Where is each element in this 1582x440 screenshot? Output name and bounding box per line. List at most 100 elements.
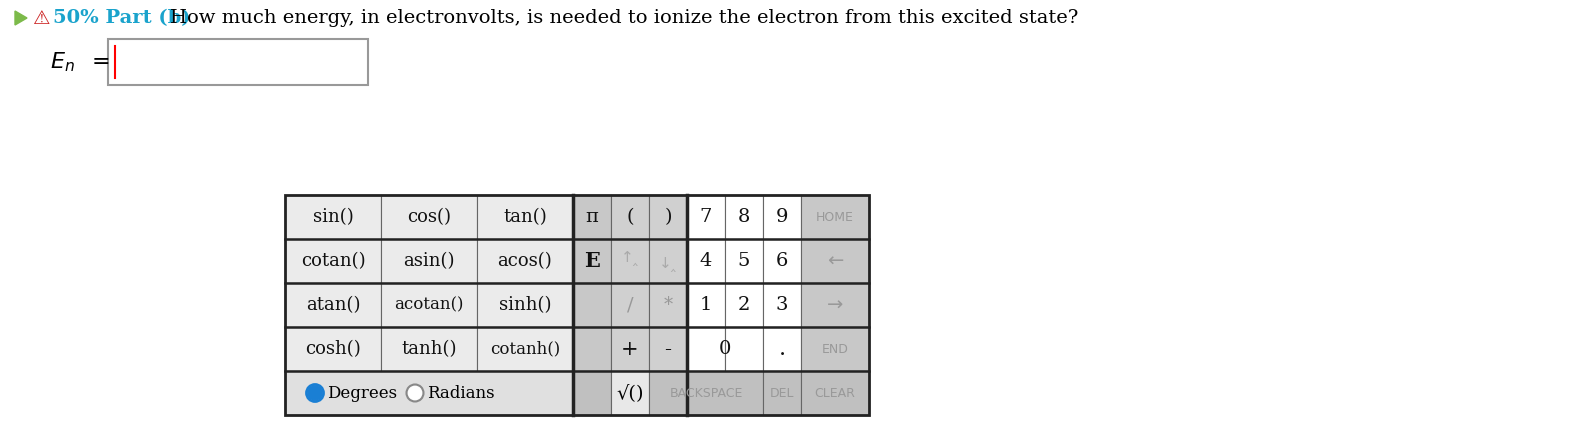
Text: tanh(): tanh() (402, 340, 457, 358)
Bar (725, 239, 763, 283)
Text: (: ( (626, 208, 634, 226)
Text: *: * (663, 296, 672, 314)
Bar (649, 371, 763, 415)
Text: cos(): cos() (407, 208, 451, 226)
Bar (649, 239, 687, 283)
Bar (285, 371, 573, 415)
Bar (573, 327, 611, 371)
Text: cotan(): cotan() (301, 252, 365, 270)
Text: Radians: Radians (427, 385, 495, 401)
Circle shape (408, 386, 422, 400)
Bar (800, 239, 869, 283)
Bar (687, 283, 725, 327)
Text: .: . (778, 338, 786, 360)
Bar (573, 371, 611, 415)
Circle shape (308, 386, 323, 400)
Text: E: E (584, 251, 600, 271)
Bar (285, 195, 869, 415)
Text: HOME: HOME (816, 210, 854, 224)
Polygon shape (14, 11, 27, 25)
Text: sinh(): sinh() (498, 296, 551, 314)
Bar (478, 239, 573, 283)
Bar (687, 327, 725, 371)
Bar (381, 327, 478, 371)
Text: ⚠: ⚠ (33, 8, 51, 27)
Text: 4: 4 (699, 252, 712, 270)
Text: atan(): atan() (305, 296, 361, 314)
Text: END: END (821, 342, 848, 356)
Bar (800, 283, 869, 327)
Text: ): ) (664, 208, 672, 226)
Bar (649, 283, 687, 327)
Bar (573, 195, 611, 239)
Bar (611, 327, 649, 371)
Bar (763, 283, 800, 327)
Bar (285, 283, 381, 327)
Bar (108, 39, 369, 85)
Text: 7: 7 (699, 208, 712, 226)
Bar (763, 239, 800, 283)
Bar (800, 195, 869, 239)
Bar (611, 283, 649, 327)
Bar (800, 371, 869, 415)
Text: 3: 3 (775, 296, 788, 314)
Text: ↑‸: ↑‸ (622, 250, 639, 265)
Text: 50% Part (b): 50% Part (b) (54, 9, 190, 27)
Bar (611, 195, 649, 239)
Text: CLEAR: CLEAR (815, 386, 856, 400)
Text: 6: 6 (775, 252, 788, 270)
Text: Degrees: Degrees (327, 385, 397, 401)
Text: →: → (827, 296, 843, 315)
Bar (573, 371, 611, 415)
Text: 1: 1 (699, 296, 712, 314)
Bar (573, 239, 611, 283)
Bar (573, 283, 611, 327)
Bar (649, 327, 687, 371)
Text: BACKSPACE: BACKSPACE (669, 386, 742, 400)
Bar (381, 239, 478, 283)
Bar (381, 283, 478, 327)
Text: 2: 2 (737, 296, 750, 314)
Bar (725, 195, 763, 239)
Bar (687, 195, 725, 239)
Text: acos(): acos() (498, 252, 552, 270)
Text: +: + (622, 340, 639, 359)
Bar (285, 371, 381, 415)
Bar (478, 327, 573, 371)
Bar (611, 371, 649, 415)
Text: asin(): asin() (403, 252, 454, 270)
Text: ↓‸: ↓‸ (660, 257, 677, 271)
Bar (800, 371, 869, 415)
Bar (763, 195, 800, 239)
Bar (687, 239, 725, 283)
Bar (285, 195, 381, 239)
Text: 0: 0 (718, 340, 731, 358)
Bar (285, 239, 381, 283)
Bar (478, 283, 573, 327)
Text: /: / (626, 296, 633, 314)
Text: 5: 5 (737, 252, 750, 270)
Bar (725, 327, 763, 371)
Bar (611, 371, 649, 415)
Bar (611, 239, 649, 283)
Text: =: = (92, 51, 111, 73)
Bar (478, 195, 573, 239)
Text: √(): √() (617, 384, 644, 402)
Text: -: - (664, 340, 671, 359)
Text: DEL: DEL (770, 386, 794, 400)
Bar (725, 283, 763, 327)
Bar (285, 327, 381, 371)
Text: acotan(): acotan() (394, 297, 464, 313)
Text: sin(): sin() (313, 208, 353, 226)
Bar (763, 371, 800, 415)
Bar (649, 371, 687, 415)
Text: tan(): tan() (503, 208, 547, 226)
Bar (763, 371, 800, 415)
Text: cotanh(): cotanh() (490, 341, 560, 357)
Text: How much energy, in electronvolts, is needed to ionize the electron from this ex: How much energy, in electronvolts, is ne… (169, 9, 1079, 27)
Bar (649, 195, 687, 239)
Text: ←: ← (827, 252, 843, 271)
Text: $E_n$: $E_n$ (51, 50, 74, 74)
Text: cosh(): cosh() (305, 340, 361, 358)
Bar (763, 327, 800, 371)
